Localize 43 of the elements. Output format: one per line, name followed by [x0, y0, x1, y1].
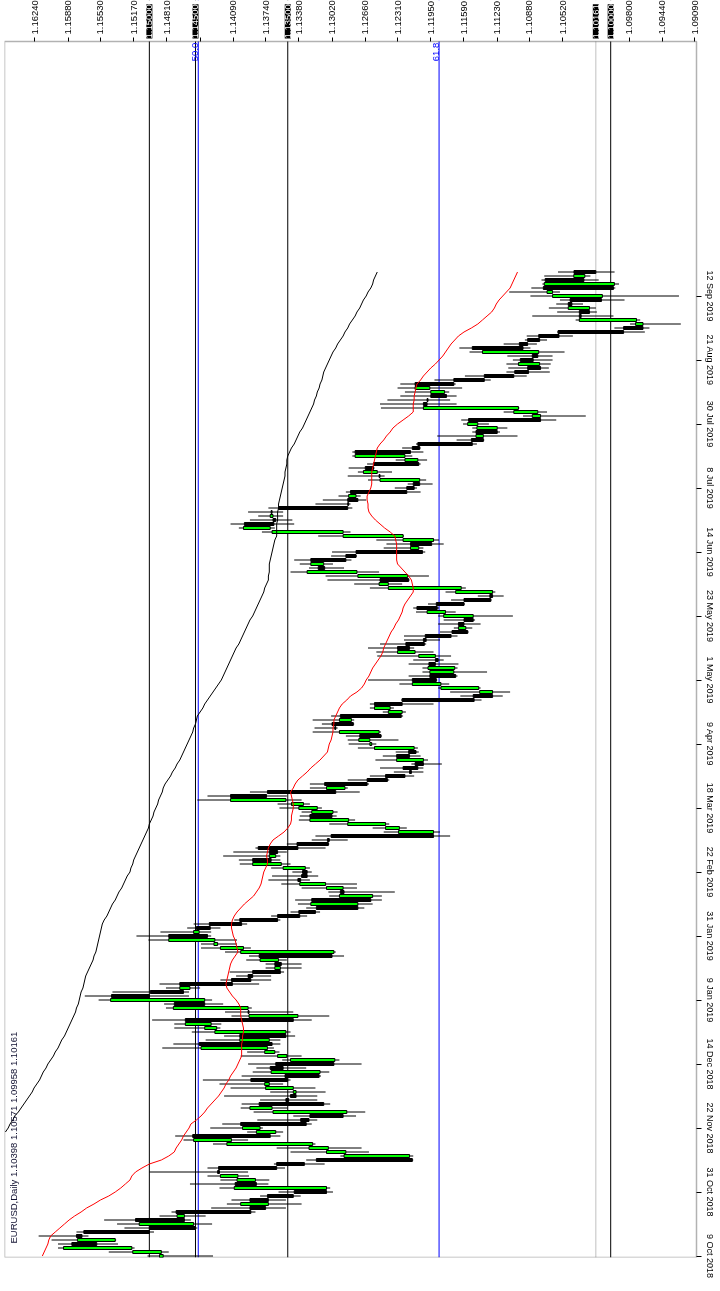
x-tick-label: 1.11230	[491, 0, 503, 35]
x-tick-label: 1.14090	[227, 0, 239, 35]
x-tick-label: 1.10520	[556, 0, 568, 35]
y-tick-label: 22 Feb 2019	[704, 846, 715, 898]
text: EURUSD,Daily 1.10398 1.10571 1.09958 1.10161	[7, 1031, 19, 1244]
x-tick-label: 1.10880	[523, 0, 535, 35]
y-tick-label: 9 Oct 2018	[704, 1233, 715, 1279]
ref-line-label: 1.10161	[589, 4, 601, 39]
x-tick-label: 1.12660	[359, 0, 371, 35]
ref-line-label: 1.10000	[604, 4, 616, 39]
x-tick-label: 1.13020	[326, 0, 338, 35]
x-tick-label: 1.09440	[656, 0, 668, 35]
ref-line-label: 1.13500	[281, 4, 293, 39]
x-tick-label: 1.15530	[94, 0, 106, 35]
y-tick-label: 23 May 2019	[704, 589, 715, 643]
x-tick-label: 1.12310	[391, 0, 403, 35]
ref-line-label: 1.15000	[143, 4, 155, 39]
x-tick-label: 1.11950	[424, 0, 436, 35]
y-tick-label: 14 Dec 2018	[704, 1038, 715, 1090]
y-tick-label: 31 Jan 2019	[704, 911, 715, 961]
x-tick-label: 1.15170	[127, 0, 139, 35]
x-tick-label: 1.09800	[623, 0, 635, 35]
ref-line-label: 1.14500	[189, 4, 201, 39]
x-tick-label: 1.14810	[160, 0, 172, 35]
x-tick-label: 1.13740	[259, 0, 271, 35]
annotation: 61.8	[430, 42, 442, 62]
y-tick-label: 8 Jul 2019	[704, 467, 715, 509]
y-tick-label: 12 Sep 2019	[704, 270, 715, 322]
x-tick-label: 1.11590	[457, 0, 469, 35]
y-tick-label: 1 May 2019	[704, 656, 715, 704]
y-tick-label: 18 Mar 2019	[704, 782, 715, 834]
y-tick-label: 30 Jul 2019	[704, 400, 715, 448]
x-tick-label: 1.13380	[292, 0, 304, 35]
x-tick-label: 1.16240	[28, 0, 40, 35]
y-tick-label: 31 Oct 2018	[704, 1167, 715, 1217]
annotation: 50.0	[189, 42, 201, 62]
y-tick-label: 22 Nov 2018	[704, 1102, 715, 1154]
y-tick-label: 14 Jun 2019	[704, 527, 715, 577]
y-tick-label: 9 Jan 2019	[704, 977, 715, 1023]
x-tick-label: 1.09090	[688, 0, 700, 35]
x-tick-label: 1.15880	[62, 0, 74, 35]
y-tick-label: 21 Aug 2019	[704, 334, 715, 386]
y-tick-label: 9 Apr 2019	[704, 721, 715, 766]
